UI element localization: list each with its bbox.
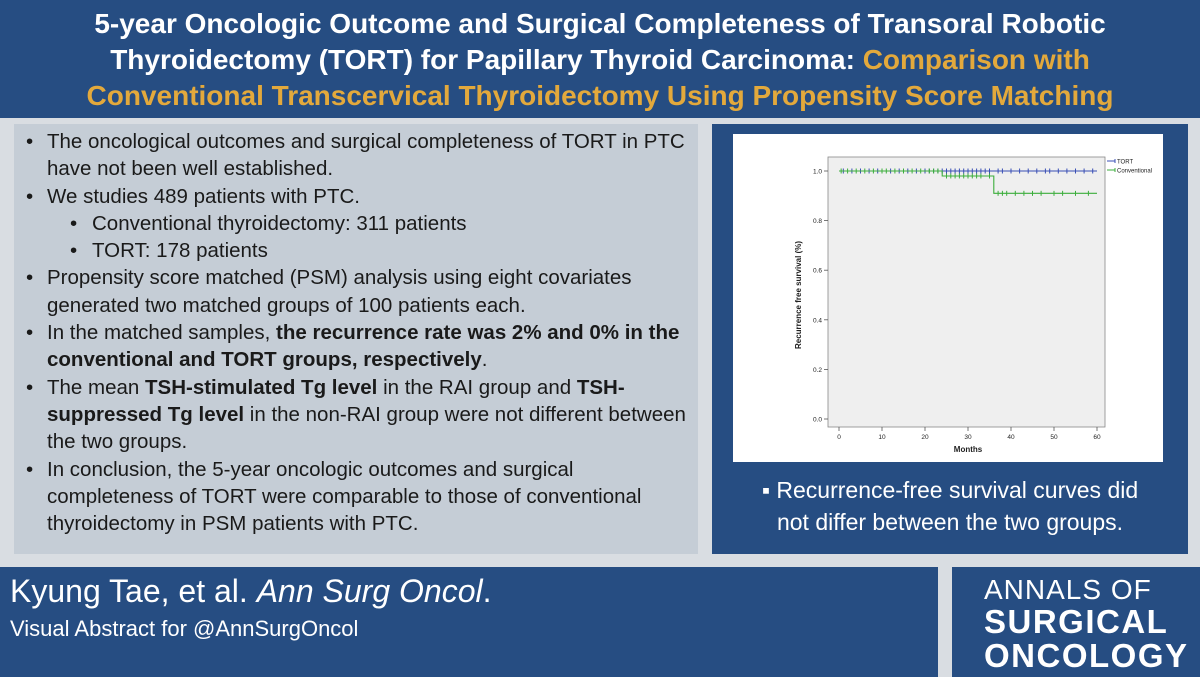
bullet-background-text: The oncological outcomes and surgical co… [47,130,685,181]
chart-series-layer: TORT Conventional [839,159,1152,196]
figure-caption-text-1: Recurrence-free survival curves did [776,477,1139,503]
bullet-patients: • We studies 489 patients with PTC. [14,183,698,210]
bullet-tg-bold-2: TSH-suppressed Tg level [47,375,625,426]
sub-bullet-tort-text: TORT: 178 patients [92,239,268,263]
visual-abstract-handle: Visual Abstract for @AnnSurgOncol [10,616,359,641]
citation-journal: Ann Surg Oncol [256,573,483,609]
bullet-recurrence-lead: In the matched samples, [47,321,277,345]
title-line-3: Conventional Transcervical Thyroidectomy… [86,80,1114,111]
bullet-dot: • [70,211,78,235]
y-tick-label: 0.4 [813,317,822,324]
y-tick-label: 0.0 [813,417,822,424]
bullet-tg-text-3: in the non-RAI group were not different … [47,402,686,454]
logo-line-1: ANNALS OF [984,574,1152,605]
sub-bullet-conventional-text: Conventional thyroidectomy: 311 patients [92,211,467,235]
title-line-1: 5-year Oncologic Outcome and Surgical Co… [94,8,1106,39]
caption-square-bullet: ▪ [761,477,777,503]
y-axis-label: Recurrence free survival (%) [794,241,803,349]
citation-period: . [482,573,492,609]
bullet-recurrence-bold: the recurrence rate was 2% and 0% in the… [47,321,680,372]
x-tick-label: 60 [1093,434,1101,441]
figure-caption-line-1: ▪ Recurrence-free survival curves did [712,474,1188,506]
title-line-2-highlight: Comparison with [862,44,1090,75]
chart-static-layer: 0.0 0.2 0.4 0.6 0.8 1.0 0 10 20 30 40 50 60 Months Rec… [794,156,1106,454]
sub-bullet-tort: • TORT: 178 patients [14,237,698,264]
bullet-dot: • [26,266,34,290]
citation-bar: Kyung Tae, et al. Ann Surg Oncol. Visual… [0,567,938,677]
title-line-2: Thyroidectomy (TORT) for Papillary Thyro… [0,42,1200,78]
x-tick-label: 50 [1050,434,1058,441]
bullet-tg-text-1: The mean [47,375,145,399]
sub-bullet-conventional: • Conventional thyroidectomy: 311 patient… [14,210,698,237]
survival-chart-svg: 0.0 0.2 0.4 0.6 0.8 1.0 0 10 20 30 40 50 60 Months Rec… [794,156,1152,454]
logo-line-3: ONCOLOGY [984,637,1189,674]
bullet-conclusion: • In conclusion, the 5-year oncologic out… [14,456,698,538]
figure-caption-line-2: not differ between the two groups. [776,509,1124,535]
citation-authors: Kyung Tae, et al. [10,573,257,609]
bullet-tg-text-2: in the RAI group and [377,375,577,399]
legend-label-tort: TORT [1117,160,1133,166]
journal-logo-wordmark: ANNALS OF SURGICAL ONCOLOGY [984,575,1189,673]
y-tick-label: 0.2 [813,367,822,374]
bullet-psm: • Propensity score matched (PSM) analysis… [14,264,698,319]
bullet-dot: • [70,239,78,263]
plot-area [827,156,1106,428]
summary-panel: • The oncological outcomes and surgical c… [14,124,698,554]
x-tick-label: 10 [878,434,886,441]
y-tick-label: 1.0 [813,169,822,176]
bullet-dot: • [26,375,34,399]
bullet-tg-level: • The mean TSH-stimulated Tg level in the… [14,374,698,456]
y-tick-label: 0.6 [813,268,822,275]
x-tick-label: 40 [1007,434,1015,441]
y-tick-label: 0.8 [813,218,822,225]
figure-caption: ▪ Recurrence-free survival curves did no… [712,474,1188,538]
bullet-recurrence-end: . [481,348,488,372]
figure-panel: 0.0 0.2 0.4 0.6 0.8 1.0 0 10 20 30 40 50 60 Months Rec… [712,124,1188,554]
bullet-background: • The oncological outcomes and surgical c… [14,128,698,183]
survival-chart: 0.0 0.2 0.4 0.6 0.8 1.0 0 10 20 30 40 50 60 Months Rec… [733,134,1163,462]
bullet-patients-text: We studies 489 patients with PTC. [47,184,360,208]
logo-line-2: SURGICAL [984,603,1169,640]
citation: Kyung Tae, et al. Ann Surg Oncol. [10,573,491,610]
bullet-dot: • [26,457,34,481]
bullet-dot: • [26,321,34,345]
bullet-dot: • [26,184,34,208]
bullet-conclusion-text: In conclusion, the 5-year oncologic outc… [47,457,642,536]
x-tick-label: 0 [837,434,841,441]
x-tick-label: 20 [921,434,929,441]
x-tick-label: 30 [964,434,972,441]
x-axis-label: Months [954,445,983,454]
title-banner: 5-year Oncologic Outcome and Surgical Co… [0,0,1200,118]
title-line-2-main: Thyroidectomy (TORT) for Papillary Thyro… [110,44,863,75]
summary-bullets: • The oncological outcomes and surgical c… [14,128,698,537]
bullet-tg-bold-1: TSH-stimulated Tg level [145,375,378,399]
journal-logo: ANNALS OF SURGICAL ONCOLOGY [952,567,1200,677]
bullet-dot: • [26,130,34,153]
legend-label-conventional: Conventional [1117,169,1152,175]
bullet-recurrence: • In the matched samples, the recurrence … [14,319,698,374]
bullet-psm-text: Propensity score matched (PSM) analysis … [47,266,632,317]
